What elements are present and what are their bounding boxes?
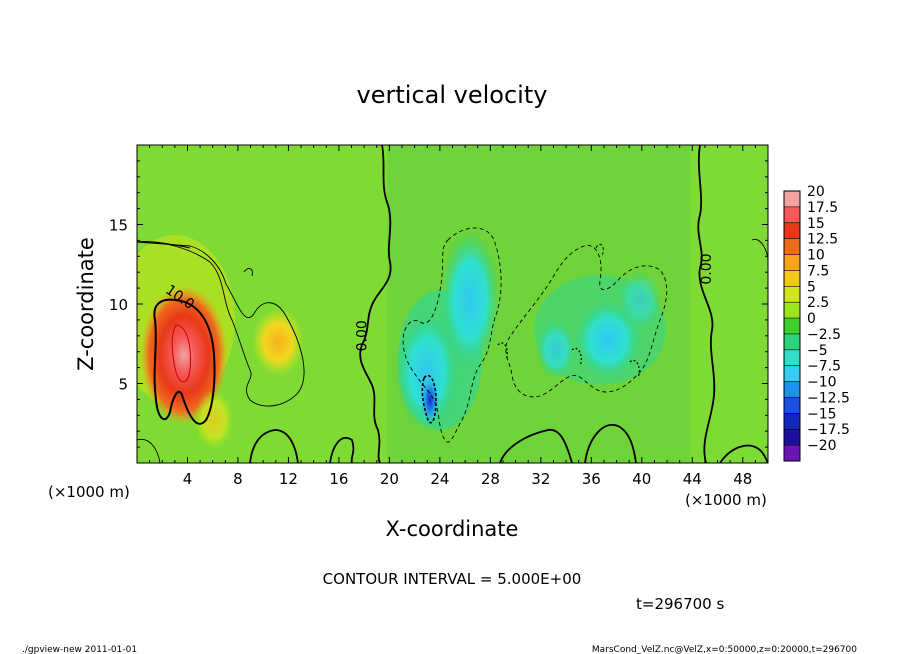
colorbar-swatch <box>784 365 800 382</box>
colorbar: 2017.51512.5107.552.50−2.5−5−7.5−10−12.5… <box>783 184 850 462</box>
colorbar-swatch <box>784 302 800 319</box>
colorbar-swatch <box>784 206 800 224</box>
x-tick-label: 4 <box>183 470 193 488</box>
contour-zero-bottom-5 <box>719 444 768 463</box>
colorbar-label: 12.5 <box>807 232 838 248</box>
contour-lines <box>137 145 768 463</box>
y-tick-label: 5 <box>118 376 128 394</box>
chart-title: vertical velocity <box>357 81 548 109</box>
colorbar-label: 10 <box>807 248 825 264</box>
contour-neg5-small-1 <box>571 347 582 367</box>
contour-zero-bottom-3 <box>499 429 573 463</box>
contour-label: 0.00 <box>699 253 715 284</box>
contour-zero-right <box>697 145 716 463</box>
contour-zero-bottom-4 <box>584 424 637 463</box>
contour-interval-text: CONTOUR INTERVAL = 5.000E+00 <box>323 570 582 588</box>
contour-5-bottom <box>137 438 161 463</box>
x-tick-label: 44 <box>683 470 702 488</box>
colorbar-label: −12.5 <box>807 390 850 406</box>
colorbar-label: −17.5 <box>807 422 850 438</box>
y-axis-label: Z-coordinate <box>74 237 98 371</box>
updraft-secondary <box>252 308 304 376</box>
downdraft-right-3 <box>618 270 662 330</box>
colorbar-swatch <box>784 413 800 430</box>
downdraft-upper <box>440 230 500 370</box>
x-tick-label: 12 <box>279 470 298 488</box>
colorbar-swatch <box>784 222 800 239</box>
x-tick-label: 40 <box>632 470 651 488</box>
colorbar-swatch <box>784 397 800 414</box>
colorbar-label: −20 <box>807 438 837 454</box>
contour-zero-bottom-2 <box>329 437 355 463</box>
colorbar-label: 5 <box>807 279 816 295</box>
colorbar-label: −5 <box>807 343 828 359</box>
y-axis: 5 10 15 <box>109 160 768 448</box>
colorbar-swatch <box>784 238 800 255</box>
contour-neg5-left <box>402 227 502 443</box>
contour-15 <box>171 324 191 383</box>
colorbar-label: −7.5 <box>807 359 841 375</box>
colorbar-label: −2.5 <box>807 327 841 343</box>
contour-labels: 10.00.000.00 <box>162 253 715 351</box>
colorbar-swatch <box>784 254 800 271</box>
colorbar-label: 20 <box>807 184 825 200</box>
colorbar-swatch <box>784 191 800 208</box>
x-axis: 4 8 12 16 20 24 28 32 36 40 44 48 <box>149 145 756 488</box>
contour-neg5-right <box>505 244 668 398</box>
colorbar-swatch <box>784 349 800 367</box>
footer-left: ./gpview-new 2011-01-01 <box>22 645 137 654</box>
colorbar-swatch <box>784 333 800 351</box>
contour-neg5-small-2 <box>629 359 640 379</box>
x-tick-label: 24 <box>430 470 449 488</box>
y-tick-label: 15 <box>109 217 128 235</box>
downdraft-right-2 <box>536 320 576 380</box>
contour-5-edge <box>137 241 191 249</box>
colorbar-swatch <box>784 445 800 462</box>
contour-neg10 <box>421 374 437 424</box>
contour-label: 0.00 <box>355 320 371 351</box>
x-tick-label: 8 <box>233 470 243 488</box>
contour-neg5-spot <box>595 243 604 257</box>
colorbar-swatch <box>784 381 800 398</box>
x-tick-label: 28 <box>481 470 500 488</box>
contour-5 <box>137 241 305 407</box>
x-unit-label: (×1000 m) <box>48 483 130 501</box>
contour-neg5-small-3 <box>497 342 508 361</box>
contour-zero-bottom-1 <box>249 429 299 463</box>
colorbar-label: 15 <box>807 216 825 232</box>
colorbar-label: 17.5 <box>807 200 838 216</box>
contour-zero-left <box>359 145 392 463</box>
x-tick-label: 36 <box>582 470 601 488</box>
x-tick-label: 20 <box>380 470 399 488</box>
contour-5-spot <box>243 268 253 277</box>
colorbar-swatch <box>784 286 800 303</box>
colorbar-label: −15 <box>807 406 837 422</box>
y-tick-label: 10 <box>109 296 128 314</box>
colorbar-label: 0 <box>807 311 816 327</box>
x-tick-label: 16 <box>329 470 348 488</box>
colorbar-label: 7.5 <box>807 263 829 279</box>
heatmap-field <box>137 145 768 463</box>
colorbar-label: 2.5 <box>807 295 829 311</box>
field-right-warm <box>690 145 768 463</box>
footer-right: MarsCond_VelZ.nc@VelZ,x=0:50000,z=0:2000… <box>592 645 857 654</box>
colorbar-label: −10 <box>807 375 837 391</box>
colorbar-swatch <box>784 429 800 446</box>
colorbar-swatch <box>784 270 800 287</box>
x-tick-label: 32 <box>531 470 550 488</box>
time-text: t=296700 s <box>636 595 724 613</box>
colorbar-swatch <box>784 318 800 335</box>
contour-10 <box>153 298 216 425</box>
x-axis-label: X-coordinate <box>386 517 519 541</box>
x-unit-label-right: (×1000 m) <box>685 491 767 509</box>
warm-lobe <box>194 390 234 450</box>
downdraft-lower <box>395 312 459 432</box>
x-tick-label: 48 <box>733 470 752 488</box>
